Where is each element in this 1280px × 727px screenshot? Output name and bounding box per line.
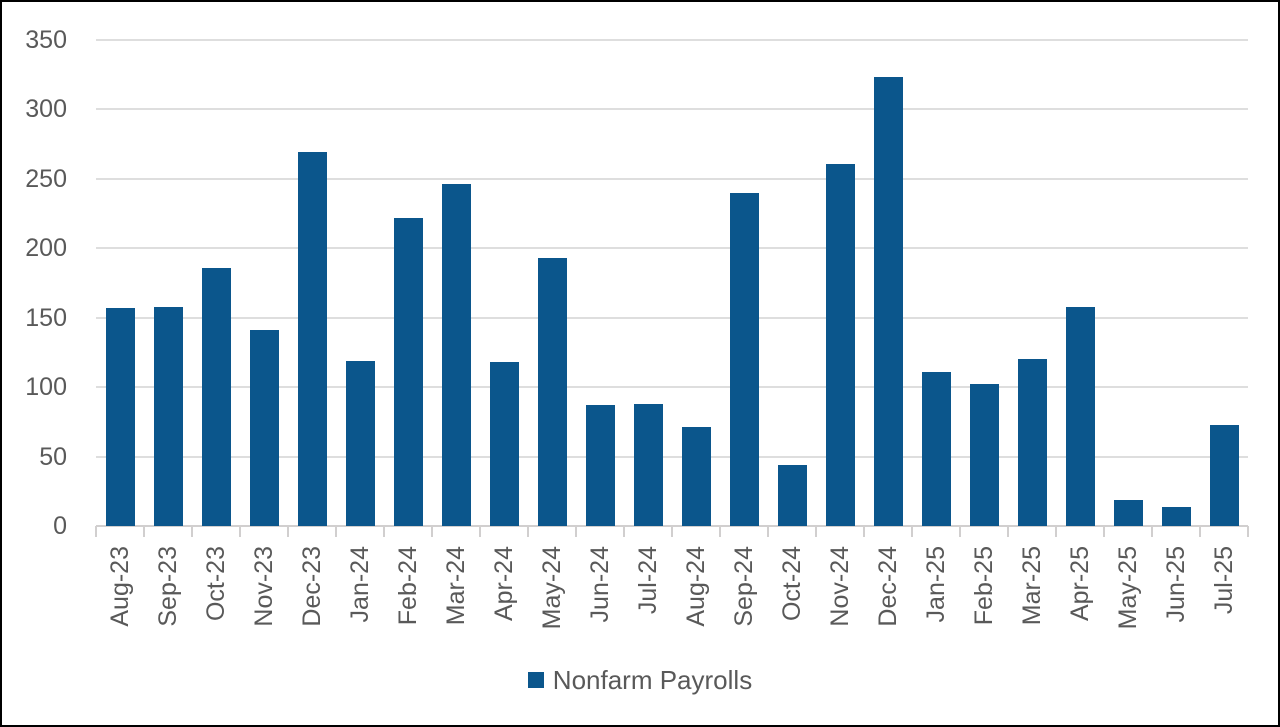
x-axis-tick (527, 526, 529, 537)
x-axis-tick (1007, 526, 1009, 537)
bar-Jan-24 (345, 360, 375, 526)
bar-Apr-25 (1065, 306, 1095, 526)
bar-Aug-23 (105, 307, 135, 526)
bar-Sep-24 (729, 192, 759, 526)
legend: Nonfarm Payrolls (2, 665, 1278, 695)
y-axis-tick-label: 100 (25, 373, 67, 402)
x-axis-tick (623, 526, 625, 537)
x-axis-tick-label: Feb-24 (394, 546, 422, 626)
x-axis-tick (1247, 526, 1249, 537)
bar-Oct-23 (201, 267, 231, 526)
x-axis-tick (815, 526, 817, 537)
x-axis-tick (191, 526, 193, 537)
x-axis-tick (1103, 526, 1105, 537)
x-axis-tick (479, 526, 481, 537)
bar-Jan-25 (921, 371, 951, 526)
x-axis-tick-label: Jun-25 (1162, 546, 1190, 623)
bar-Nov-23 (249, 330, 279, 526)
bar-Jun-25 (1161, 506, 1191, 526)
x-axis-tick-label: Aug-24 (682, 546, 710, 627)
x-axis-tick-label: Jul-24 (634, 546, 662, 615)
gridline (96, 247, 1248, 250)
x-axis-tick (959, 526, 961, 537)
x-axis-tick (575, 526, 577, 537)
bar-Feb-24 (393, 217, 423, 526)
bar-Apr-24 (489, 362, 519, 526)
x-axis-tick-label: Oct-24 (778, 546, 806, 622)
x-axis-tick (911, 526, 913, 537)
x-axis-tick (239, 526, 241, 537)
gridline (96, 455, 1248, 458)
gridline (96, 386, 1248, 389)
x-axis-tick-label: Jul-25 (1210, 546, 1238, 615)
y-axis-tick-label: 150 (25, 303, 67, 332)
gridline (96, 108, 1248, 111)
bar-May-25 (1113, 499, 1143, 526)
x-axis-tick-label: Mar-25 (1018, 546, 1046, 626)
bar-Oct-24 (777, 464, 807, 526)
bar-May-24 (537, 258, 567, 526)
x-axis-tick (1055, 526, 1057, 537)
x-axis-tick-label: Mar-24 (442, 546, 470, 626)
bar-Sep-23 (153, 306, 183, 526)
x-axis-tick-label: Oct-23 (202, 546, 230, 622)
x-axis-tick-label: Jun-24 (586, 546, 614, 623)
gridline (96, 316, 1248, 319)
y-axis-tick-label: 250 (25, 164, 67, 193)
gridline (96, 177, 1248, 180)
x-axis-tick (287, 526, 289, 537)
legend-label: Nonfarm Payrolls (552, 665, 753, 695)
y-axis-tick-label: 300 (25, 95, 67, 124)
x-axis-tick-label: Nov-24 (826, 546, 854, 627)
bar-Mar-25 (1017, 359, 1047, 526)
x-axis-tick-label: Sep-24 (730, 546, 758, 627)
x-axis-tick (143, 526, 145, 537)
bar-Dec-23 (297, 152, 327, 526)
x-axis-tick (383, 526, 385, 537)
x-axis-tick-label: Sep-23 (154, 546, 182, 627)
x-axis-tick-label: Dec-23 (298, 546, 326, 627)
x-axis-tick (767, 526, 769, 537)
bar-Nov-24 (825, 163, 855, 526)
bar-Aug-24 (681, 427, 711, 526)
bar-Feb-25 (969, 384, 999, 526)
y-axis-tick-label: 50 (39, 442, 67, 471)
x-axis-tick-label: Feb-25 (970, 546, 998, 626)
x-axis-tick-label: Jan-25 (922, 546, 950, 623)
bar-Mar-24 (441, 184, 471, 526)
bar-Dec-24 (873, 77, 903, 526)
x-axis-tick (863, 526, 865, 537)
x-axis-tick-label: Jan-24 (346, 546, 374, 623)
x-axis-tick-label: Apr-24 (490, 546, 518, 622)
x-axis-tick-label: Dec-24 (874, 546, 902, 627)
x-axis-tick (95, 526, 97, 537)
bar-Jun-24 (585, 405, 615, 526)
x-axis-tick (671, 526, 673, 537)
x-axis-tick-label: Apr-25 (1066, 546, 1094, 622)
x-axis-tick (335, 526, 337, 537)
x-axis-tick-label: May-25 (1114, 546, 1142, 630)
y-axis-tick-label: 200 (25, 234, 67, 263)
y-axis-tick-label: 0 (53, 512, 67, 540)
y-axis-tick-label: 350 (25, 26, 67, 54)
legend-marker-icon (527, 672, 544, 688)
x-axis-tick (1151, 526, 1153, 537)
x-axis-tick (719, 526, 721, 537)
x-axis-tick-label: May-24 (538, 546, 566, 630)
gridline (96, 39, 1248, 41)
x-axis-tick-label: Aug-23 (106, 546, 134, 627)
bar-Jul-24 (633, 403, 663, 526)
x-axis-tick (431, 526, 433, 537)
x-axis-tick (1199, 526, 1201, 537)
x-axis-tick-label: Nov-23 (250, 546, 278, 627)
bar-Jul-25 (1209, 424, 1239, 526)
